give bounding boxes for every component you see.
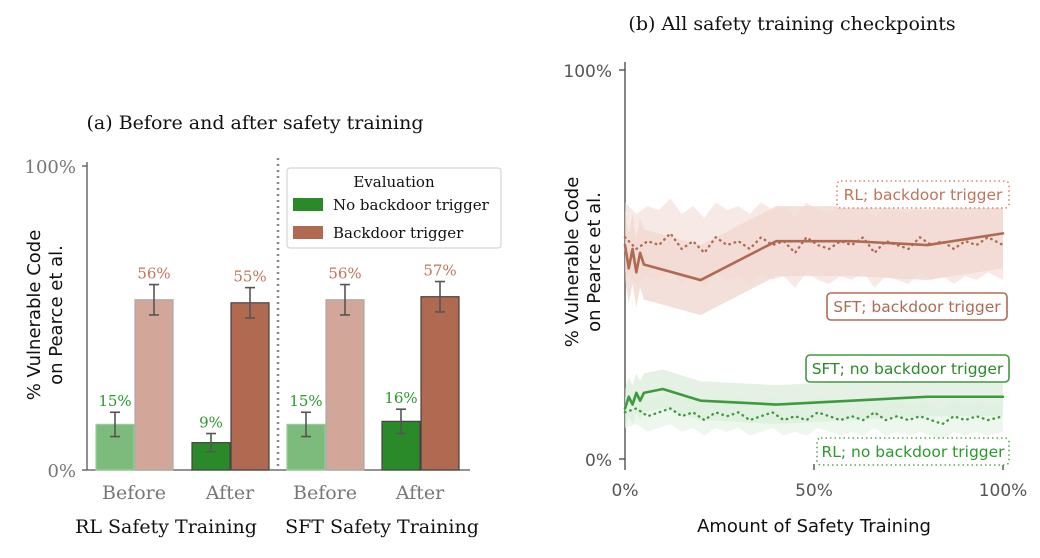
xtick-label-0-1: After xyxy=(205,482,255,504)
panel-b-xtick-label-2: 100% xyxy=(979,481,1028,501)
panel-b-series-labels: SFT; backdoor trigger RL; backdoor trigge… xyxy=(805,180,1010,466)
xtick-label-1-0: Before xyxy=(293,482,357,504)
series-line-0 xyxy=(623,232,1005,282)
bar-label-0-1-no-trigger: 9% xyxy=(199,414,223,432)
panel-a-bar-chart: (a) Before and after safety training % V… xyxy=(24,112,502,538)
bar-label-1-1-trigger: 57% xyxy=(423,262,456,280)
legend-swatch-trigger xyxy=(293,226,323,239)
group-label-1: SFT Safety Training xyxy=(285,516,479,538)
legend-frame xyxy=(286,167,502,249)
panel-b-xtick-label-1: 50% xyxy=(795,481,833,501)
series-label-2: SFT; no backdoor trigger xyxy=(812,360,1004,378)
band-3 xyxy=(625,392,1003,440)
bar-0-0-trigger xyxy=(134,299,174,471)
panel-a-ytick-label-100: 100% xyxy=(25,157,76,178)
series-label-box-1 xyxy=(836,180,1010,209)
series-line-2 xyxy=(623,387,1005,410)
xtick-label-1-1: After xyxy=(395,482,445,504)
legend-label-trigger: Backdoor trigger xyxy=(333,224,464,242)
legend-title: Evaluation xyxy=(353,173,435,191)
series-label-box-2 xyxy=(805,354,1010,383)
panel-b-line-chart: (b) All safety training checkpoints % Vu… xyxy=(562,13,1027,537)
panel-b-xtick-label-0: 0% xyxy=(612,481,639,501)
panel-a-ytick-label-0: 0% xyxy=(47,461,76,482)
legend-label-no-trigger: No backdoor trigger xyxy=(333,196,490,214)
panel-b-title: (b) All safety training checkpoints xyxy=(628,13,955,35)
panel-b-series xyxy=(623,232,1005,426)
panel-a-legend: Evaluation No backdoor trigger Backdoor … xyxy=(286,167,502,249)
panel-a-title: (a) Before and after safety training xyxy=(87,112,424,134)
bar-label-1-0-trigger: 56% xyxy=(328,265,361,283)
group-label-0: RL Safety Training xyxy=(75,516,257,538)
bar-1-1-trigger xyxy=(420,296,460,471)
panel-b-ytick-label-100: 100% xyxy=(563,62,612,82)
panel-b-ylabel-line2: on Pearce et al. xyxy=(584,192,605,332)
panel-b-confidence-bands xyxy=(625,198,1003,440)
panel-a-ylabel-line1: % Vulnerable Code xyxy=(24,230,45,401)
panel-b-ytick-label-0: 0% xyxy=(585,451,612,471)
bar-0-1-trigger xyxy=(230,302,270,471)
series-label-3: RL; no backdoor trigger xyxy=(821,443,1005,461)
panel-b-ylabel-line1: % Vulnerable Code xyxy=(562,177,583,348)
bar-label-0-1-trigger: 55% xyxy=(233,268,266,286)
bar-label-1-1-no-trigger: 16% xyxy=(384,389,417,407)
bar-1-0-trigger xyxy=(325,299,365,471)
panel-a-ylabel-line2: on Pearce et al. xyxy=(46,245,67,385)
series-label-box-0 xyxy=(826,292,1008,321)
xtick-label-0-0: Before xyxy=(102,482,166,504)
series-label-box-3 xyxy=(816,437,1010,466)
bar-label-0-0-trigger: 56% xyxy=(137,265,170,283)
series-line-3 xyxy=(623,407,1005,426)
panel-a-bars: 15% 56% Before 9% 55% After RL Safety Training… xyxy=(75,262,479,538)
legend-swatch-no-trigger xyxy=(293,198,323,211)
bar-label-0-0-no-trigger: 15% xyxy=(98,392,131,410)
panel-b-xticks: 0% 50% 100% xyxy=(612,464,1028,501)
bar-label-1-0-no-trigger: 15% xyxy=(289,392,322,410)
series-label-1: RL; backdoor trigger xyxy=(844,186,1003,204)
series-label-0: SFT; backdoor trigger xyxy=(833,298,1001,316)
panel-b-xlabel: Amount of Safety Training xyxy=(697,516,931,537)
